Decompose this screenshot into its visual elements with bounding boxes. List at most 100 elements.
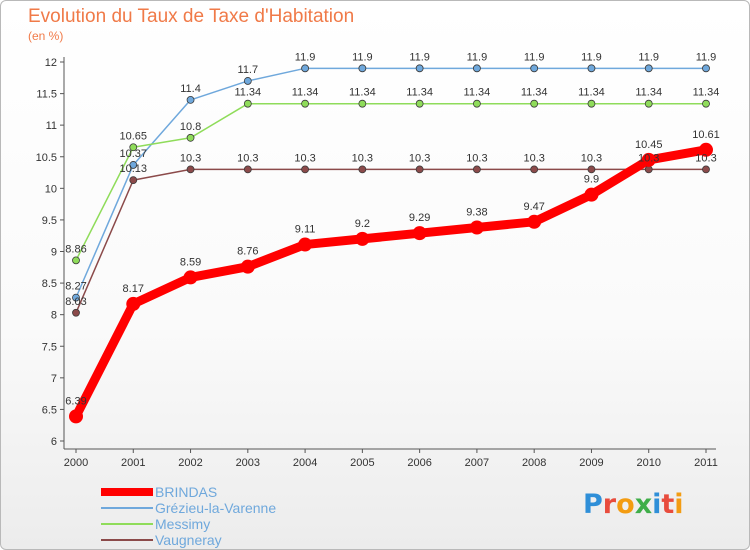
y-tick-label: 6.5 xyxy=(42,404,57,416)
data-point xyxy=(72,293,80,302)
data-point xyxy=(186,96,195,104)
data-label: 11.9 xyxy=(696,51,717,63)
y-tick-label: 7 xyxy=(51,373,57,385)
legend-swatch-grezieu xyxy=(101,507,153,509)
series-line-Vaugneray xyxy=(75,168,706,314)
series-lines xyxy=(69,64,713,424)
data-label: 11.34 xyxy=(464,87,491,99)
data-label: 11.4 xyxy=(180,83,201,95)
data-label: 10.3 xyxy=(581,152,602,164)
data-label: 8.59 xyxy=(180,256,201,268)
data-label: 9.38 xyxy=(466,206,487,218)
logo-letter: o xyxy=(616,489,635,520)
data-label: 10.3 xyxy=(695,152,716,164)
legend-label-grezieu: Grézieu-la-Varenne xyxy=(155,500,277,516)
y-tick-label: 11 xyxy=(46,120,57,132)
data-label: 11.9 xyxy=(295,51,316,63)
y-tick-label: 10 xyxy=(45,183,57,195)
data-point xyxy=(358,165,367,174)
x-tick-label: 2006 xyxy=(407,457,431,469)
data-point xyxy=(587,64,596,73)
data-label: 10.3 xyxy=(180,152,201,164)
data-point xyxy=(584,187,599,202)
legend-label-messimy: Messimy xyxy=(155,516,211,532)
y-tick-label: 11.5 xyxy=(36,89,57,101)
proxiti-logo: Proxiti xyxy=(583,489,684,520)
data-label: 10.65 xyxy=(120,130,148,142)
logo-letter: t xyxy=(661,489,675,520)
data-point xyxy=(702,99,710,108)
data-point xyxy=(72,308,80,317)
data-point xyxy=(530,165,539,174)
data-point xyxy=(473,165,481,174)
data-label: 11.9 xyxy=(581,51,602,63)
data-point xyxy=(186,133,195,142)
data-label: 10.3 xyxy=(523,152,544,164)
x-tick-label: 2002 xyxy=(178,457,202,469)
data-point xyxy=(641,152,656,167)
data-label: 10.45 xyxy=(635,139,663,151)
data-point xyxy=(129,176,138,185)
legend-swatch-messimy xyxy=(101,523,153,525)
data-label: 9.29 xyxy=(409,212,430,224)
data-label: 11.7 xyxy=(238,64,259,76)
y-tick-label: 6 xyxy=(51,436,57,448)
x-tick-label: 2010 xyxy=(636,457,660,469)
logo-letter: P xyxy=(583,489,603,520)
x-tick-label: 2001 xyxy=(121,457,145,469)
series-line-Grézieu-la-Varenne xyxy=(75,67,706,298)
x-tick-label: 2000 xyxy=(64,457,88,469)
data-point xyxy=(301,99,309,108)
data-point xyxy=(358,99,367,108)
data-label: 10.3 xyxy=(409,152,430,164)
data-point xyxy=(699,142,713,157)
data-label: 11.34 xyxy=(292,87,319,99)
data-point xyxy=(358,64,367,73)
data-point xyxy=(530,64,539,73)
x-tick-label: 2005 xyxy=(350,457,374,469)
data-label: 10.3 xyxy=(237,152,258,164)
data-point xyxy=(129,161,138,169)
data-label: 10.13 xyxy=(120,163,148,175)
data-point xyxy=(240,259,255,274)
data-point xyxy=(355,231,370,246)
data-label: 8.03 xyxy=(65,296,86,308)
data-point xyxy=(473,64,481,73)
data-point xyxy=(587,165,596,174)
data-point xyxy=(72,256,80,265)
data-point xyxy=(415,99,424,108)
y-tick-label: 8 xyxy=(51,310,57,322)
data-point xyxy=(243,99,252,108)
logo-letter: x xyxy=(634,489,653,520)
data-label: 11.34 xyxy=(406,87,433,99)
data-label: 11.9 xyxy=(352,51,373,63)
data-point xyxy=(129,143,138,152)
data-point xyxy=(469,220,484,235)
data-point xyxy=(530,99,539,108)
y-tick-label: 9.5 xyxy=(42,215,57,227)
x-tick-label: 2011 xyxy=(694,457,718,469)
data-point xyxy=(702,165,710,174)
data-label: 10.3 xyxy=(294,152,315,164)
data-label: 9.47 xyxy=(523,201,544,213)
data-labels: 8.27 10.37 11.4 11.7 11.9 11.9 11.9 11.9 11.9 11.… xyxy=(65,51,719,407)
y-tick-label: 8.5 xyxy=(42,278,57,290)
data-label: 11.9 xyxy=(409,51,430,63)
data-point xyxy=(644,99,653,108)
data-point xyxy=(412,226,427,241)
y-tick-label: 7.5 xyxy=(42,341,57,353)
chart-subtitle: (en %) xyxy=(28,29,64,43)
data-label: 10.3 xyxy=(352,152,373,164)
data-label: 11.34 xyxy=(521,87,548,99)
data-point xyxy=(183,270,198,285)
legend-swatch-vaugneray xyxy=(101,539,153,541)
x-tick-label: 2007 xyxy=(465,457,489,469)
data-point xyxy=(644,64,653,73)
data-point xyxy=(69,409,83,424)
y-tick-label: 12 xyxy=(45,57,57,69)
data-label: 11.9 xyxy=(638,51,659,63)
data-point xyxy=(301,165,309,174)
data-label: 10.37 xyxy=(120,148,148,160)
